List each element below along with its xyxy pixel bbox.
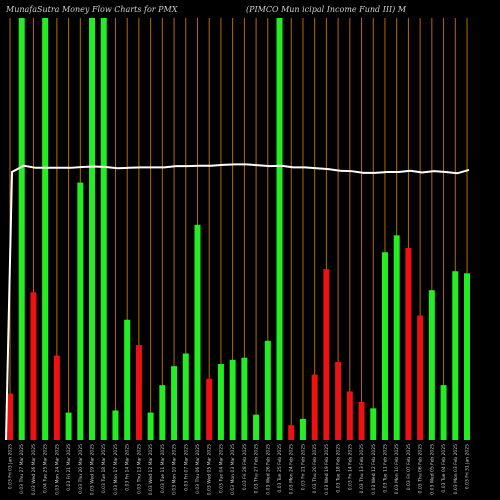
- x-tick-label: 0.03 Mon 24 Feb 2025: [289, 444, 295, 495]
- chart-title-right: (PIMCO Mun icipal Income Fund III) M: [246, 5, 407, 14]
- x-tick-label: 0.03 Thu 20 Mar 2025: [78, 444, 84, 494]
- x-tick-label: 0.03 Thu 06 Feb 2025: [418, 444, 424, 493]
- bar: [89, 18, 96, 440]
- bar: [264, 340, 271, 440]
- x-tick-label: 0.03 Wed 19 Mar 2025: [90, 444, 96, 495]
- x-tick-label: 0.03 Tue 18 Mar 2025: [101, 444, 107, 493]
- x-tick-label: 0.03 Thu 06 Mar 2025: [195, 444, 201, 494]
- x-tick-label: 0.03 Tue 04 Mar 2025: [218, 444, 224, 493]
- bar: [464, 273, 470, 440]
- x-tick-label: 0.03 Fri 03 Jan 2025: [8, 444, 14, 489]
- x-tick-label: 0.03 Thu 13 Feb 2025: [359, 444, 365, 493]
- bar: [253, 414, 260, 440]
- bar: [147, 412, 154, 440]
- bar: [77, 182, 84, 440]
- bar: [311, 374, 318, 440]
- x-tick-label: 0.03 Wed 12 Mar 2025: [148, 444, 154, 495]
- price-line: [5, 163, 470, 441]
- bar: [428, 290, 435, 440]
- bar: [124, 319, 131, 440]
- bar: [18, 18, 25, 440]
- bar: [182, 353, 189, 440]
- x-tick-label: 0.03 Mon 24 Mar 2025: [54, 444, 60, 495]
- bar: [7, 393, 13, 440]
- bar: [335, 361, 342, 440]
- x-tick-label: 0.03 Thu 27 Feb 2025: [254, 444, 260, 493]
- bar: [194, 224, 201, 440]
- bar: [42, 18, 49, 440]
- bar: [323, 269, 330, 440]
- bar: [440, 385, 447, 440]
- bar: [229, 359, 236, 440]
- bar: [358, 402, 365, 440]
- x-tick-labels: 0.03 Fri 03 Jan 2025 0.03 Thu 27 Mar 2025…: [8, 444, 471, 495]
- bar: [299, 418, 306, 440]
- bar-series: [7, 18, 470, 440]
- bar: [171, 366, 178, 440]
- x-tick-label: 0.03 Fri 14 Mar 2025: [125, 444, 131, 491]
- x-tick-label: 0.03 Wed 12 Feb 2025: [371, 444, 377, 495]
- x-tick-label: 0.03 Wed 26 Feb 2025: [265, 444, 271, 495]
- x-tick-label: 0.03 Tue 25 Feb 2025: [277, 444, 283, 493]
- chart-title: MunafaSutra Money Flow Charts for PMX: [5, 5, 178, 14]
- bar: [393, 235, 400, 440]
- x-tick-label: 0.03 Wed 05 Mar 2025: [207, 444, 213, 495]
- bar: [370, 408, 377, 440]
- x-tick-label: 0.03 Tue 11 Feb 2025: [382, 444, 388, 493]
- x-tick-label: 0.03 Thu 13 Mar 2025: [136, 444, 142, 494]
- bar: [241, 357, 248, 440]
- x-tick-label: 0.03 Fri 14 Feb 2025: [347, 444, 353, 490]
- x-tick-label: 0.03 Fri 21 Mar 2025: [66, 444, 72, 491]
- bar: [405, 247, 412, 440]
- bar: [381, 252, 388, 440]
- x-tick-label: 0.03 Mon 10 Mar 2025: [172, 444, 178, 495]
- bar: [346, 391, 353, 440]
- x-tick-label: 0.03 Tue 18 Feb 2025: [336, 444, 342, 493]
- bar: [112, 410, 119, 440]
- x-tick-label: 0.03 Fri 28 Feb 2025: [242, 444, 248, 490]
- x-tick-label: 0.03 Thu 20 Feb 2025: [312, 444, 318, 493]
- bar: [276, 18, 283, 440]
- bar: [452, 271, 459, 440]
- x-tick-label: 0.04 Tue 25 Mar 2025: [43, 444, 49, 493]
- bar: [135, 345, 142, 440]
- x-tick-label: 0.03 Tue 04 Feb 2025: [441, 444, 447, 493]
- x-tick-label: 0.03 Tue 11 Mar 2025: [160, 444, 166, 493]
- x-tick-label: 0.03 Mon 10 Feb 2025: [394, 444, 400, 495]
- bar: [65, 412, 72, 440]
- bar: [217, 364, 224, 440]
- x-tick-label: 0.03 Fri 21 Feb 2025: [300, 444, 306, 490]
- x-tick-label: 0.03 Mon 03 Feb 2025: [453, 444, 459, 495]
- bar: [288, 425, 295, 440]
- bar: [100, 18, 107, 440]
- x-tick-label: 0.03 Fri 07 Feb 2025: [406, 444, 412, 490]
- bar: [30, 292, 37, 440]
- x-tick-label: 0.03 Mon 17 Mar 2025: [113, 444, 119, 495]
- x-tick-label: 0.03 Mon 03 Mar 2025: [230, 444, 236, 495]
- x-tick-label: 0.03 Fri 31 Jan 2025: [465, 444, 471, 489]
- bar: [159, 385, 166, 440]
- bar: [53, 355, 60, 440]
- bar: [417, 315, 424, 440]
- bar: [206, 378, 213, 440]
- x-tick-label: 0.03 Wed 05 Feb 2025: [429, 444, 435, 495]
- x-tick-label: 0.03 Thu 27 Mar 2025: [19, 444, 25, 494]
- x-tick-label: 0.03 Wed 19 Feb 2025: [324, 444, 330, 495]
- x-tick-label: 0.03 Wed 26 Mar 2025: [31, 444, 37, 495]
- x-tick-label: 0.03 Fri 07 Mar 2025: [183, 444, 189, 491]
